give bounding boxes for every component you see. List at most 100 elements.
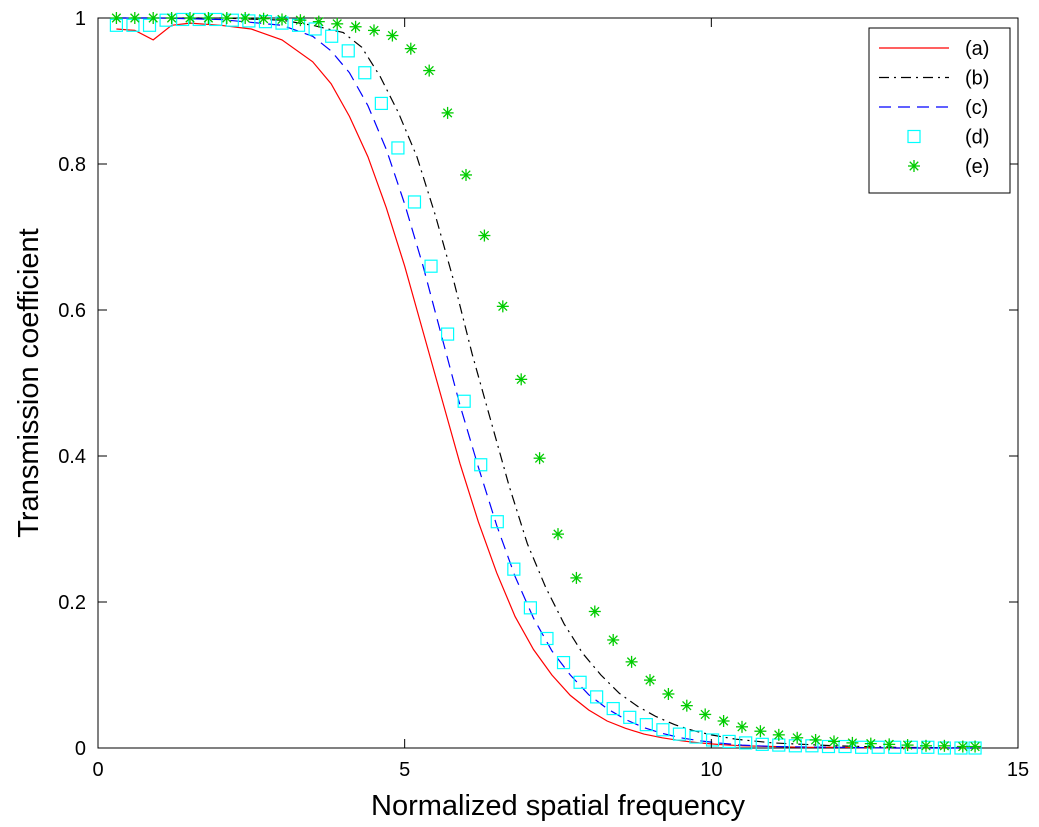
series-d-point [921,740,935,754]
series-layer [109,12,982,755]
series-e-point [644,674,656,687]
series-d-point [374,96,388,111]
series-e-point [680,699,693,712]
series-e-point [165,12,178,24]
series-e-point [754,725,767,738]
legend-label: (b) [965,68,989,90]
series-e-point [920,739,932,752]
series-e-point [404,42,417,55]
series-e-point [478,229,491,242]
series-c-line [116,17,976,749]
series-e-point [588,605,601,618]
y-axis-title: Transmission coefficient [13,228,45,537]
series-e-point [662,687,675,700]
series-e-point [809,733,822,746]
series-d-point [722,734,736,749]
series-d-point [291,18,306,32]
series-d-point [341,44,355,58]
legend-entry-e: (e) [908,156,989,178]
series-e-point [828,735,840,748]
x-tick-label: 5 [399,759,410,781]
series-d-point [523,601,538,615]
series-e-point [846,736,859,749]
legend-entry-c: (c) [879,97,988,119]
legend-box [868,27,1011,194]
axes-layer: 0 5 10 15 0 0.2 0.4 0.6 0.8 1 [58,8,1029,781]
series-e-point [276,13,288,26]
series-e-point [202,12,215,24]
series-d-point [606,701,620,716]
x-tick-label: 0 [92,759,103,781]
series-d-point [391,141,405,155]
series-e-point [956,740,969,753]
series-d-point [441,327,455,341]
series-e-point [423,64,436,77]
series-d-point [308,22,322,36]
series-d-point [325,29,339,43]
series-e-point [294,14,307,27]
series-e-point [515,373,528,386]
y-tick-label: 0.4 [58,446,86,468]
series-e-point [496,300,509,313]
series-e-point [717,714,730,727]
series-e-point [239,12,252,24]
series-d-point [358,66,372,80]
plot-area [97,17,1019,749]
series-e-point [791,731,804,744]
series-d-point [507,562,521,576]
legend-swatch [907,129,921,144]
series-e-point [460,168,472,181]
y-tick-label: 0.8 [58,154,86,176]
series-d-point [672,727,687,741]
y-tick-label: 0 [75,738,86,760]
series-d-point [739,736,753,750]
series-e-point [441,106,454,119]
series-e-point [257,12,270,25]
series-e-point [110,12,123,24]
series-a-line [116,22,976,749]
x-tick-label: 15 [1007,759,1029,781]
series-e-point [184,12,196,24]
series-d-point [258,15,273,29]
series-d-point [639,718,653,732]
legend-label: (a) [965,38,989,60]
legend-swatch [908,160,920,172]
series-d-point [540,631,554,646]
legend: (a) (b) (c) (d) (e) [868,27,1011,194]
series-e-point [220,12,233,24]
series-e-point [552,528,564,541]
series-d-point [490,515,504,529]
series-d-point [871,740,885,754]
series-d-point [656,723,670,737]
series-d-point [457,394,471,408]
y-tick-label: 0.6 [58,300,86,322]
series-d-point [192,12,206,27]
series-e-point [864,737,877,750]
series-b-line [116,17,976,749]
y-tick-label: 1 [75,8,86,30]
legend-label: (e) [965,156,989,178]
series-d-point [755,737,769,751]
legend-entry-b: (b) [879,68,989,90]
series-d-point [424,259,438,273]
series-e-point [625,655,638,668]
series-e-point [147,12,160,24]
legend-label: (d) [965,127,989,149]
series-e-point [969,740,982,753]
legend-entry-d: (d) [907,127,989,149]
series-d-point [838,739,852,754]
series-d-point [954,741,968,755]
series-d-point [556,655,571,670]
legend-entry-a: (a) [879,38,989,60]
series-e-point [883,738,896,751]
series-e-point [736,720,748,733]
series-e-point [331,17,344,30]
series-d-point [573,675,587,689]
series-e-point [312,15,325,28]
x-axis-title: Normalized spatial frequency [371,790,745,822]
series-e-point [938,739,951,752]
series-e-point [386,29,399,42]
series-d-point [623,710,637,724]
series-e-point [570,571,583,584]
